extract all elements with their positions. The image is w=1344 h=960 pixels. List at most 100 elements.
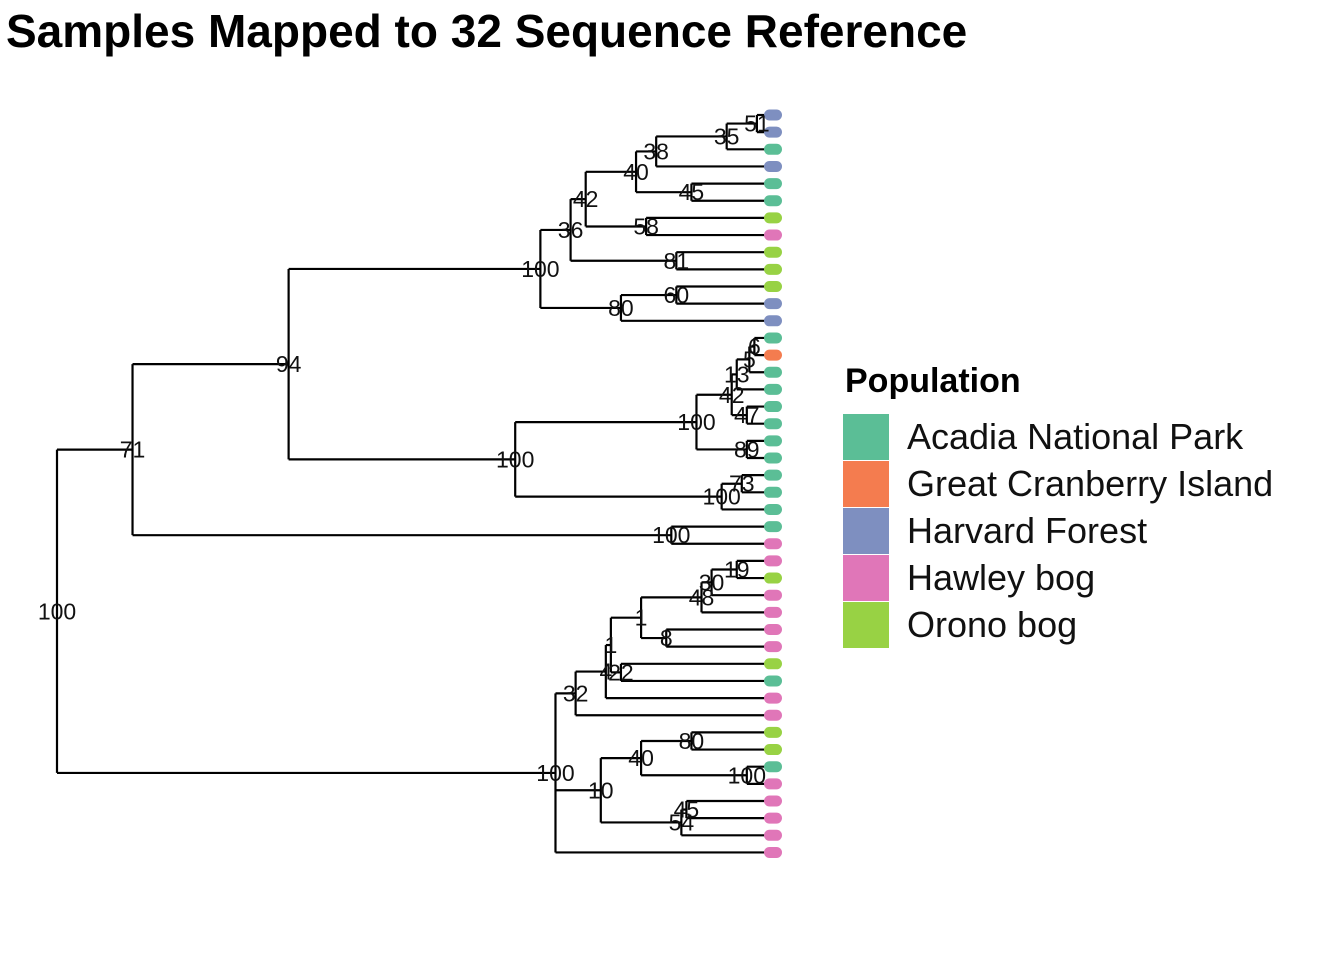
support-label: 38: [643, 138, 669, 164]
support-label: 100: [496, 446, 534, 472]
legend-label: Harvard Forest: [907, 509, 1148, 551]
support-label: 89: [734, 436, 760, 462]
support-label: 40: [628, 745, 654, 771]
tip-point: [764, 692, 782, 704]
support-label: 5: [743, 346, 756, 372]
support-label: 30: [699, 569, 725, 595]
support-label: 8: [660, 625, 673, 651]
support-label: 80: [608, 295, 634, 321]
tip-point: [764, 195, 782, 207]
tip-point: [764, 178, 782, 190]
support-label: 94: [276, 351, 302, 377]
support-label: 54: [669, 809, 695, 835]
legend-item: Orono bog: [843, 601, 1273, 648]
support-label: 45: [674, 797, 700, 823]
tip-point: [764, 126, 782, 138]
legend-label: Orono bog: [907, 603, 1078, 645]
support-label: 6: [748, 334, 761, 360]
tip-point: [764, 829, 782, 841]
tip-point: [764, 624, 782, 635]
tip-point: [764, 846, 782, 858]
legend-swatch: [843, 554, 889, 601]
support-label: 73: [729, 471, 755, 497]
tip-point: [764, 778, 782, 790]
tip-point: [764, 709, 782, 721]
tip-point: [764, 212, 782, 224]
tip-point: [764, 744, 782, 756]
tip-point: [764, 538, 782, 550]
tip-point: [764, 143, 782, 155]
support-label: 1: [635, 605, 648, 631]
legend-swatch: [843, 507, 889, 554]
support-label: 80: [679, 728, 705, 754]
tip-point: [764, 795, 782, 807]
support-label: 42: [719, 382, 745, 408]
support-label: 42: [573, 186, 599, 212]
support-label: 35: [714, 123, 740, 149]
tip-point: [764, 160, 782, 172]
support-label: 100: [728, 762, 766, 788]
support-label: 47: [734, 402, 760, 428]
tip-point: [764, 641, 782, 653]
tip-point: [764, 555, 782, 567]
tip-point: [764, 486, 782, 498]
chart-title: Samples Mapped to 32 Sequence Reference: [6, 5, 968, 57]
legend-label: Acadia National Park: [907, 415, 1244, 457]
support-label: 81: [664, 248, 690, 274]
tip-point: [764, 812, 782, 824]
tip-points: [764, 109, 782, 858]
tip-point: [764, 606, 782, 618]
support-label: 100: [677, 409, 715, 435]
tip-point: [764, 298, 782, 310]
legend-items: Acadia National Park Great Cranberry Isla…: [843, 413, 1273, 648]
tip-point: [764, 366, 782, 378]
legend-swatch: [843, 460, 889, 507]
support-label: 51: [744, 111, 770, 137]
legend-item: Great Cranberry Island: [843, 460, 1273, 507]
tree-branches: [55, 113, 772, 854]
support-label: 1: [604, 632, 617, 658]
legend-item: Hawley bog: [843, 554, 1273, 601]
support-label: 45: [679, 179, 705, 205]
support-label: 32: [563, 680, 589, 706]
support-label: 40: [623, 159, 649, 185]
tip-point: [764, 572, 782, 584]
tip-point: [764, 383, 782, 395]
tip-point: [764, 452, 782, 464]
support-label: 58: [633, 213, 659, 239]
tip-point: [764, 263, 782, 275]
tip-point: [764, 332, 782, 344]
support-label: 22: [608, 659, 634, 685]
legend-swatch: [843, 413, 889, 460]
tip-point: [764, 503, 782, 515]
tip-point: [764, 109, 782, 121]
support-label: 4: [599, 659, 612, 685]
tip-point: [764, 589, 782, 601]
support-label: 19: [724, 556, 750, 582]
support-label: 36: [558, 217, 584, 243]
support-label: 100: [38, 598, 76, 624]
legend: Population Acadia National Park Great Cra…: [843, 362, 1273, 648]
tip-point: [764, 418, 782, 430]
tip-point: [764, 349, 782, 361]
tip-point: [764, 658, 782, 670]
tip-point: [764, 435, 782, 447]
support-label: 60: [664, 282, 690, 308]
support-label: 100: [652, 522, 690, 548]
legend-swatch: [843, 601, 889, 648]
tip-point: [764, 229, 782, 241]
tip-point: [764, 469, 782, 481]
tip-point: [764, 675, 782, 687]
support-label: 10: [588, 777, 614, 803]
tip-point: [764, 281, 782, 292]
legend-title: Population: [845, 362, 1021, 400]
legend-label: Great Cranberry Island: [907, 462, 1274, 504]
support-label: 48: [689, 584, 715, 610]
support-label: 71: [120, 437, 146, 463]
tip-point: [764, 726, 782, 738]
legend-label: Hawley bog: [907, 556, 1096, 598]
support-label: 100: [521, 256, 559, 282]
tip-point: [764, 401, 782, 413]
tip-point: [764, 246, 782, 258]
